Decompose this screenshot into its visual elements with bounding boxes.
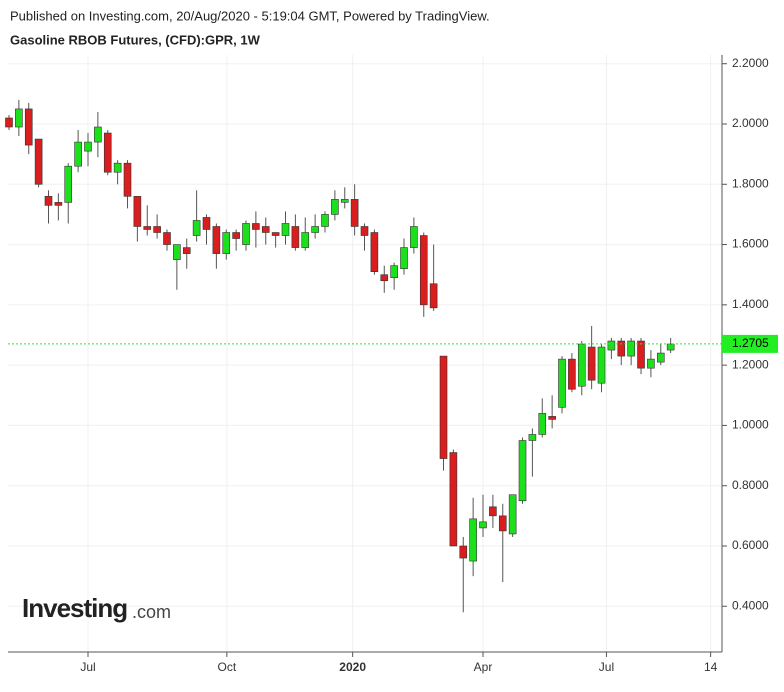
y-tick-label: 0.4000	[732, 598, 769, 612]
candle-body	[498, 515, 507, 532]
y-tick-label: 2.0000	[732, 116, 769, 130]
candle-body	[242, 223, 250, 245]
candle-body	[54, 202, 63, 206]
candle-body	[607, 340, 616, 351]
candle-body	[568, 358, 576, 390]
candle-body	[64, 165, 73, 203]
published-note: Published on Investing.com, 20/Aug/2020 …	[10, 8, 490, 23]
candle-body	[627, 340, 635, 357]
candle-body	[380, 274, 389, 282]
candle-body	[34, 138, 43, 185]
candle-body	[212, 226, 221, 254]
candle-body	[597, 346, 606, 384]
candle-body	[459, 545, 468, 559]
y-tick-label: 1.4000	[732, 297, 769, 311]
y-tick-label: 0.8000	[732, 478, 769, 492]
candle-body	[94, 126, 102, 143]
candle-body	[202, 217, 211, 230]
candle-body	[439, 355, 448, 459]
candle-body	[271, 232, 280, 236]
candle-body	[489, 506, 497, 517]
candle-body	[173, 244, 181, 260]
watermark-suffix: .com	[132, 602, 171, 622]
candle-body	[419, 235, 428, 306]
candle-body	[617, 340, 626, 357]
candle-body	[153, 226, 161, 233]
candle-body	[5, 117, 13, 128]
candle-body	[192, 220, 201, 236]
candle-body	[449, 452, 458, 547]
candle-body	[311, 226, 319, 233]
candle-body	[222, 232, 231, 254]
y-tick-label: 0.6000	[732, 538, 769, 552]
candle-body	[666, 343, 675, 351]
candle-body	[360, 226, 369, 236]
watermark-brand: Investing	[22, 593, 127, 623]
x-tick-label: 2020	[339, 660, 366, 674]
candle-body	[261, 226, 270, 233]
plot-area: 0.4000 0.6000 0.8000 1.0000 1.2000 1.4000 1.60…	[5, 55, 778, 674]
candle-body	[410, 226, 418, 248]
candle-body	[538, 413, 547, 435]
candle-body	[518, 440, 527, 502]
candle-body	[44, 196, 53, 206]
candle-body	[84, 141, 92, 152]
x-tick-label: Apr	[474, 660, 493, 674]
candle-body	[469, 518, 477, 562]
candle-body	[113, 162, 122, 173]
candle-body	[252, 223, 260, 230]
y-tick-label: 2.2000	[732, 56, 769, 70]
candle-body	[123, 162, 132, 197]
x-tick-label: Oct	[218, 660, 237, 674]
y-tick-label: 1.0000	[732, 418, 769, 432]
candle-body	[331, 199, 339, 215]
candle-body	[479, 521, 487, 529]
candle-body	[528, 434, 537, 441]
candle-body	[15, 108, 23, 128]
candle-body	[24, 108, 33, 146]
x-tick-label: 14	[704, 660, 718, 674]
candle-body	[301, 232, 310, 248]
candle-body	[400, 247, 408, 269]
candle-body	[74, 141, 82, 167]
candle-body	[577, 343, 586, 387]
candle-body	[340, 199, 349, 203]
candle-body	[390, 265, 398, 279]
candle-body	[350, 199, 359, 227]
candle-body	[291, 226, 300, 248]
candle-body	[429, 283, 438, 309]
candle-body	[163, 232, 171, 245]
y-tick-label: 1.2000	[732, 357, 769, 371]
candle-body	[232, 232, 240, 239]
candle-body	[637, 340, 645, 369]
candle-body	[143, 226, 152, 230]
candle-body	[281, 223, 290, 236]
candle-body	[103, 132, 112, 173]
candle-body	[548, 416, 556, 420]
candle-body	[182, 247, 191, 254]
candle-body	[647, 358, 655, 369]
candle-body	[656, 352, 665, 363]
symbol-title: Gasoline RBOB Futures, (CFD):GPR, 1W	[10, 32, 261, 47]
candle-body	[370, 232, 379, 272]
candle-body	[508, 494, 517, 535]
y-tick-label: 1.6000	[732, 237, 769, 251]
y-tick-label: 1.8000	[732, 176, 769, 190]
x-tick-label: Jul	[599, 660, 614, 674]
candle-body	[133, 196, 142, 227]
candle-body	[558, 358, 566, 408]
x-tick-label: Jul	[80, 660, 95, 674]
last-price-label: 1.2705	[732, 336, 769, 350]
candle-body	[321, 214, 329, 227]
candle-body	[587, 346, 596, 381]
last-price-box	[722, 334, 778, 353]
